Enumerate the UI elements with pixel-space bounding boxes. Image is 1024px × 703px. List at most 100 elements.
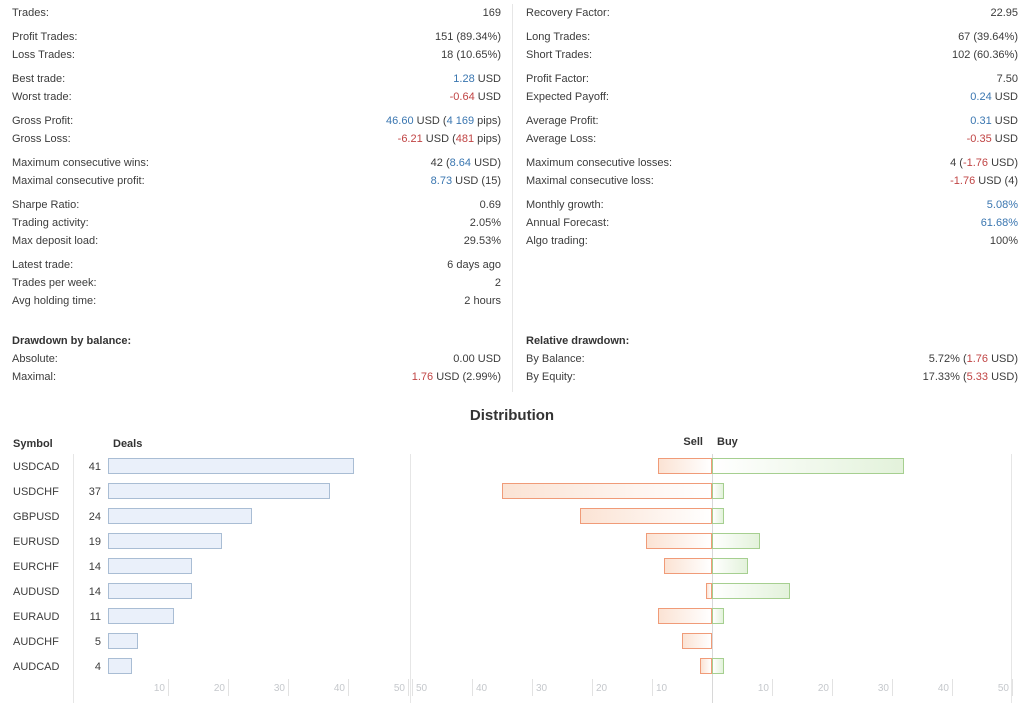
stat-label: Avg holding time:	[12, 295, 97, 307]
stat-value-part: USD (4)	[975, 175, 1018, 187]
sellbuy-bar-cell	[410, 507, 1012, 526]
stat-value-part: 102 (60.36%)	[951, 49, 1018, 61]
stat-label: Drawdown by balance:	[12, 335, 132, 347]
chart-right-edge-line	[1011, 454, 1012, 703]
stat-group: Trades: 169	[0, 4, 512, 22]
stat-label: Gross Loss:	[12, 133, 71, 145]
deals-bar	[108, 457, 354, 474]
stat-label: By Equity:	[526, 371, 576, 383]
stat-label: Sharpe Ratio:	[12, 199, 80, 211]
stat-group: Best trade: 1.28 USD Worst trade: -0.64 USD	[0, 70, 512, 106]
stat-value: 169	[483, 4, 501, 22]
stat-value: 2.05%	[470, 214, 501, 232]
stat-row: Maximum consecutive wins: 42 (8.64 USD)	[0, 154, 512, 172]
stat-value-part: -0.35	[966, 133, 992, 145]
stat-value-part: -6.21	[397, 133, 423, 145]
stat-value-part: 0.00 USD	[453, 353, 501, 365]
stat-group: Profit Factor: 7.50 Expected Payoff: 0.24 U…	[513, 70, 1024, 106]
stat-value-part: USD (2.99%)	[433, 371, 501, 383]
stat-value: 61.68%	[981, 214, 1018, 232]
stat-value-part: USD	[474, 73, 501, 85]
stat-value-part: -1.76	[950, 175, 976, 187]
sellbuy-center-line	[712, 454, 713, 703]
deals-axis-tick	[288, 679, 289, 696]
stat-label: Maximum consecutive wins:	[12, 157, 149, 169]
stat-value: 2 hours	[464, 292, 501, 310]
stat-label: Profit Trades:	[12, 31, 78, 43]
stat-value: 7.50	[997, 70, 1018, 88]
stat-value-part: 5.08%	[986, 199, 1018, 211]
stat-value-part: 1.76	[411, 371, 434, 383]
deals-bar-cell	[108, 457, 410, 476]
stat-label: Max deposit load:	[12, 235, 99, 247]
stat-value-part: USD	[991, 133, 1018, 145]
stat-value-part: 4 169	[446, 115, 475, 127]
symbol-column-header: Symbol	[13, 437, 53, 450]
stat-group: Maximum consecutive losses: 4 (-1.76 USD)…	[513, 154, 1024, 190]
statistics-section: Trades: 169 Profit Trades: 151 (89.34%) Loss…	[0, 4, 1024, 392]
sell-axis-tick	[652, 679, 653, 696]
stat-value-part: pips)	[474, 115, 501, 127]
stat-row: Profit Trades: 151 (89.34%)	[0, 28, 512, 46]
sell-bar	[700, 657, 712, 674]
stat-value-part: 2.05%	[469, 217, 501, 229]
buy-axis-label: 30	[877, 683, 889, 694]
buy-bar	[712, 582, 790, 599]
deals-axis-tick	[408, 679, 409, 696]
buy-axis-tick	[892, 679, 893, 696]
stat-value: 46.60 USD (4 169 pips)	[386, 112, 501, 130]
stat-value: 4 (-1.76 USD)	[950, 154, 1018, 172]
stat-value: 5.08%	[987, 196, 1018, 214]
distribution-row: AUDUSD 14	[0, 579, 1012, 604]
deals-count: 4	[94, 660, 101, 673]
deals-bar-cell	[108, 632, 410, 651]
stat-label: Maximal consecutive loss:	[526, 175, 654, 187]
stat-value-part: 8.73	[430, 175, 453, 187]
stat-value-part: 0.69	[479, 199, 501, 211]
stat-row: Loss Trades: 18 (10.65%)	[0, 46, 512, 64]
stat-label: Average Profit:	[526, 115, 599, 127]
stat-label: Short Trades:	[526, 49, 593, 61]
stat-label: Trades:	[12, 7, 49, 19]
stat-value: 0.24 USD	[970, 88, 1018, 106]
chart-header-row: Symbol Deals Sell Buy	[0, 433, 1012, 454]
stat-row: Maximal: 1.76 USD (2.99%)	[0, 368, 512, 386]
stat-label: Average Loss:	[526, 133, 597, 145]
deals-axis-tick	[228, 679, 229, 696]
deals-count: 11	[89, 610, 101, 623]
stat-value: 100%	[990, 232, 1018, 250]
relative-drawdown-block: Relative drawdown: By Balance: 5.72% (1.76…	[512, 316, 1024, 392]
stat-label: Relative drawdown:	[526, 335, 630, 347]
deals-axis-tick	[168, 679, 169, 696]
stat-value-part: USD)	[471, 157, 501, 169]
deals-count: 14	[88, 560, 101, 573]
stat-label: Worst trade:	[12, 91, 72, 103]
drawdown-group: Drawdown by balance: Absolute: 0.00 USD Max…	[0, 332, 512, 386]
buy-bar	[712, 457, 904, 474]
sell-axis-tick	[412, 679, 413, 696]
stat-value: 0.00 USD	[453, 350, 501, 368]
deals-axis-label: 40	[333, 683, 345, 694]
stat-group: Gross Profit: 46.60 USD (4 169 pips) Gross…	[0, 112, 512, 148]
sell-axis-tick	[532, 679, 533, 696]
symbol-label: EURCHF	[13, 560, 59, 573]
stat-value: -6.21 USD (481 pips)	[398, 130, 501, 148]
stat-value-part: 22.95	[990, 7, 1018, 19]
stat-row: Monthly growth: 5.08%	[513, 196, 1024, 214]
sell-bar	[658, 607, 712, 624]
stat-value-part: 5.72% (	[928, 353, 967, 365]
stat-label: Long Trades:	[526, 31, 591, 43]
deals-bar-cell	[108, 482, 410, 501]
stat-value-part: 8.64	[449, 157, 472, 169]
deals-count: 41	[88, 460, 101, 473]
stat-row: Trading activity: 2.05%	[0, 214, 512, 232]
stat-value: 29.53%	[464, 232, 501, 250]
buy-column-header: Buy	[717, 436, 738, 448]
sell-axis-label: 30	[536, 683, 548, 694]
symbol-label: AUDUSD	[13, 585, 60, 598]
stat-value: 1.28 USD	[453, 70, 501, 88]
stat-row: Gross Profit: 46.60 USD (4 169 pips)	[0, 112, 512, 130]
deals-count: 5	[94, 635, 101, 648]
stat-group: Long Trades: 67 (39.64%) Short Trades: 102 …	[513, 28, 1024, 64]
stat-value-part: 46.60	[386, 115, 414, 127]
